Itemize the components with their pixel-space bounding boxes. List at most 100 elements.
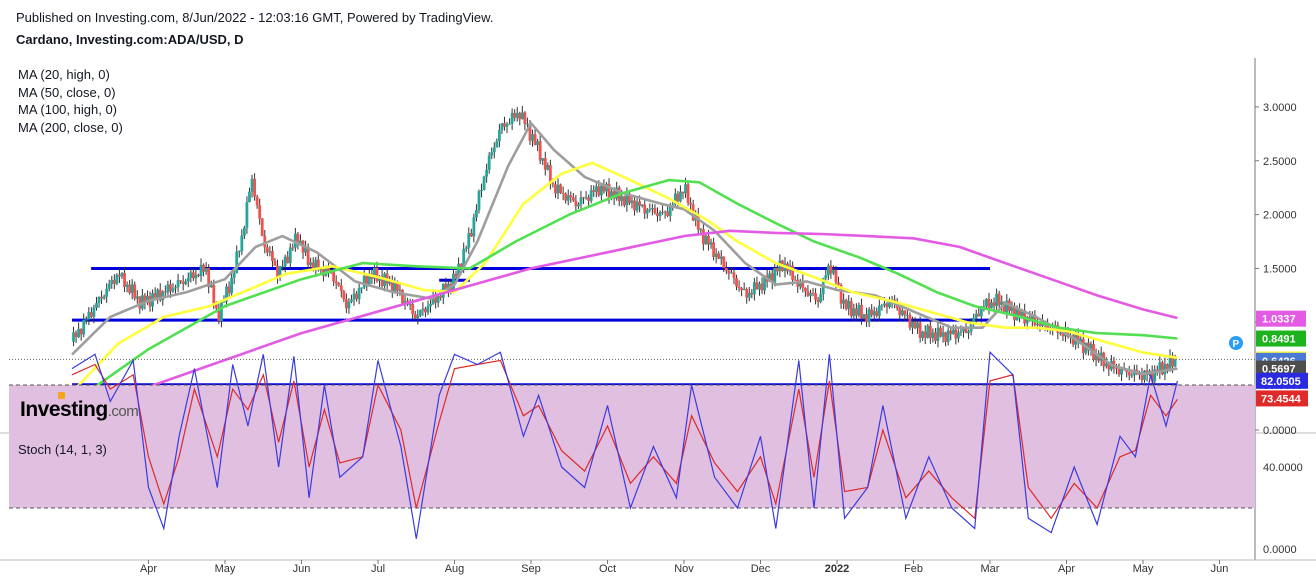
candle-body <box>107 283 111 289</box>
candle-body <box>1140 373 1144 381</box>
published-line: Published on Investing.com, 8/Jun/2022 -… <box>16 10 494 25</box>
candle-body <box>240 235 244 252</box>
candle-body <box>936 327 940 341</box>
candle-body <box>908 315 912 328</box>
candle-body <box>146 296 149 303</box>
candle-body <box>755 282 759 290</box>
candle-body <box>1107 363 1111 370</box>
candle-body <box>995 293 999 307</box>
candle-body <box>954 329 958 339</box>
candle-body <box>283 256 287 267</box>
candle-body <box>426 306 430 313</box>
price-label-text: 0.8491 <box>1262 334 1296 346</box>
candle-body <box>526 123 529 125</box>
candle-body <box>615 187 619 199</box>
candle-body <box>487 155 491 170</box>
candle-body <box>551 183 555 185</box>
candle-body <box>962 327 965 332</box>
candle-body <box>418 310 422 316</box>
candle-body <box>714 253 718 258</box>
candle-body <box>548 165 552 184</box>
candle-body <box>923 331 927 338</box>
candle-body <box>724 267 728 271</box>
candle-body <box>1168 355 1172 369</box>
candle-body <box>763 275 766 291</box>
candle-body <box>197 274 200 277</box>
candle-body <box>990 302 993 309</box>
candle-body <box>577 204 580 207</box>
candle-body <box>156 289 160 298</box>
candle-body <box>597 186 601 196</box>
candle-body <box>293 233 297 248</box>
candle-body <box>102 296 106 299</box>
candle-body <box>740 287 744 291</box>
price-label-box <box>1256 360 1306 377</box>
candle-body <box>434 295 438 303</box>
candle-body <box>566 195 570 201</box>
candle-body <box>648 208 652 210</box>
candle-body <box>513 112 517 118</box>
logo-main: Investing <box>20 398 108 421</box>
candle-body <box>362 275 366 288</box>
candle-body <box>1015 309 1019 321</box>
candle-body <box>472 217 476 237</box>
ma100-line <box>71 178 1178 405</box>
candle-body <box>643 204 647 214</box>
candle-body <box>661 211 664 213</box>
candle-body <box>533 134 537 145</box>
candle-body <box>436 296 440 303</box>
candle-body <box>492 147 496 153</box>
candle-body <box>395 282 399 291</box>
candle-body <box>467 233 471 248</box>
candle-body <box>306 246 310 265</box>
candle-body <box>510 112 514 124</box>
price-marker-text: P <box>1233 339 1240 350</box>
candle-body <box>679 191 682 202</box>
candle-body <box>258 205 262 219</box>
candle-body <box>877 305 881 316</box>
candle-body <box>826 265 830 276</box>
candle-body <box>115 274 119 284</box>
candle-body <box>645 209 649 214</box>
candle-body <box>916 322 919 329</box>
candle-body <box>95 303 98 308</box>
candle-body <box>181 281 185 284</box>
candle-body <box>689 202 693 205</box>
candle-body <box>554 184 557 194</box>
candle-body <box>352 293 356 300</box>
candle-body <box>811 292 815 294</box>
candle-body <box>1143 370 1146 381</box>
stoch-label[interactable]: Stoch (14, 1, 3) <box>18 442 107 457</box>
candle-body <box>839 284 843 304</box>
candle-body <box>89 312 93 317</box>
y-tick-label: 1.5000 <box>1263 263 1297 275</box>
legend-ma200[interactable]: MA (200, close, 0) <box>18 119 123 135</box>
legend-ma50[interactable]: MA (50, close, 0) <box>18 84 116 100</box>
candle-body <box>1087 342 1090 351</box>
candle-body <box>176 280 180 288</box>
y-tick-label: 2.5000 <box>1263 156 1297 168</box>
candle-body <box>592 190 596 192</box>
candle-body <box>464 247 468 250</box>
candle-body <box>630 200 634 204</box>
candle-body <box>722 256 726 268</box>
candle-body <box>880 305 884 307</box>
candle-body <box>403 300 407 304</box>
candle-body <box>730 272 733 274</box>
candle-body <box>1127 372 1131 376</box>
candle-body <box>253 178 256 197</box>
candle-body <box>1002 301 1006 313</box>
x-tick-label: Apr <box>140 563 157 575</box>
candle-body <box>327 267 330 272</box>
x-tick-label: Sep <box>521 563 541 575</box>
legend-ma100[interactable]: MA (100, high, 0) <box>18 102 117 117</box>
candle-body <box>773 267 777 283</box>
candle-body <box>584 197 588 199</box>
candle-body <box>918 322 922 338</box>
legend-ma20[interactable]: MA (20, high, 0) <box>18 67 110 82</box>
candle-body <box>77 328 81 338</box>
candle-body <box>505 124 509 127</box>
candle-body <box>174 287 177 289</box>
candle-body <box>299 240 302 244</box>
